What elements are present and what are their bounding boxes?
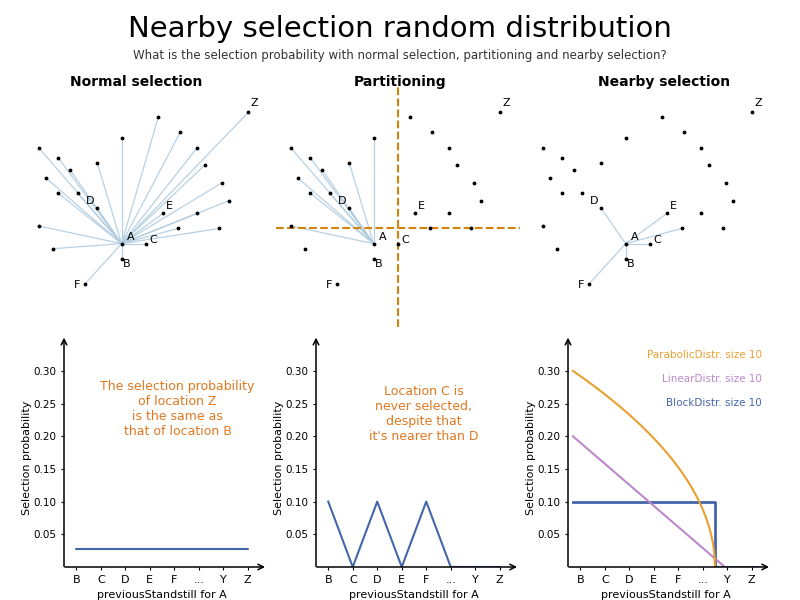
Text: A: A — [378, 232, 386, 242]
Text: Nearby selection: Nearby selection — [598, 75, 730, 89]
Text: Partitioning: Partitioning — [354, 75, 446, 89]
Text: F: F — [326, 280, 332, 290]
Text: F: F — [74, 280, 80, 290]
Text: B: B — [123, 259, 130, 269]
Text: D: D — [338, 196, 346, 206]
Text: The selection probability
of location Z
is the same as
that of location B: The selection probability of location Z … — [101, 380, 255, 439]
Text: ParabolicDistr. size 10: ParabolicDistr. size 10 — [647, 350, 762, 360]
X-axis label: previousStandstill for A: previousStandstill for A — [349, 590, 479, 600]
Y-axis label: Selection probability: Selection probability — [22, 400, 32, 515]
X-axis label: previousStandstill for A: previousStandstill for A — [97, 590, 227, 600]
Text: E: E — [418, 201, 425, 211]
Text: B: B — [627, 259, 634, 269]
Text: A: A — [630, 232, 638, 242]
Text: Location C is
never selected,
despite that
it's nearer than D: Location C is never selected, despite th… — [369, 385, 478, 443]
Text: E: E — [670, 201, 677, 211]
Y-axis label: Selection probability: Selection probability — [526, 400, 536, 515]
Text: D: D — [590, 196, 598, 206]
Y-axis label: Selection probability: Selection probability — [274, 400, 284, 515]
Text: BlockDistr. size 10: BlockDistr. size 10 — [666, 398, 762, 409]
Text: What is the selection probability with normal selection, partitioning and nearby: What is the selection probability with n… — [133, 49, 667, 62]
Text: Z: Z — [251, 98, 258, 109]
Text: E: E — [166, 201, 173, 211]
Text: F: F — [578, 280, 584, 290]
Text: Z: Z — [755, 98, 762, 109]
Text: C: C — [402, 235, 410, 245]
Text: LinearDistr. size 10: LinearDistr. size 10 — [662, 374, 762, 384]
X-axis label: previousStandstill for A: previousStandstill for A — [601, 590, 731, 600]
Text: C: C — [654, 235, 662, 245]
Text: Nearby selection random distribution: Nearby selection random distribution — [128, 15, 672, 43]
Text: A: A — [126, 232, 134, 242]
Text: Z: Z — [503, 98, 510, 109]
Text: B: B — [375, 259, 382, 269]
Text: C: C — [150, 235, 158, 245]
Text: D: D — [86, 196, 94, 206]
Text: Normal selection: Normal selection — [70, 75, 202, 89]
